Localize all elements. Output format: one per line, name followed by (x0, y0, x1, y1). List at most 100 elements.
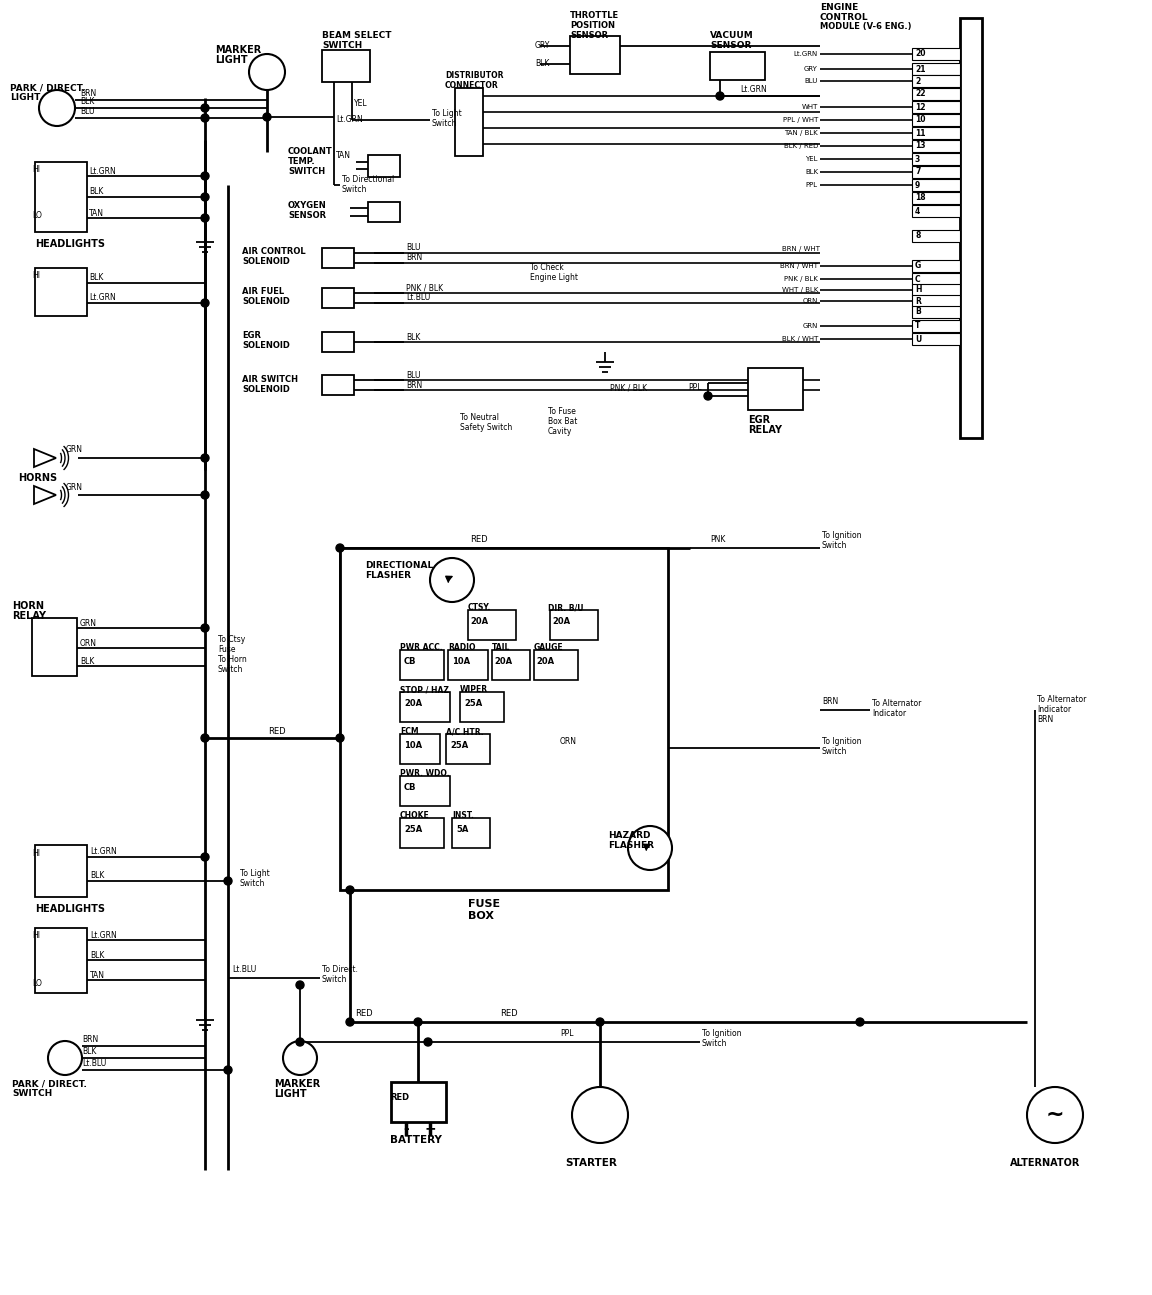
Text: Switch: Switch (823, 747, 848, 756)
Text: BLU: BLU (79, 107, 94, 117)
Bar (400, 650, 444, 680)
Text: Indicator: Indicator (1037, 706, 1071, 715)
Text: Switch: Switch (342, 185, 367, 194)
Bar (323, 332, 354, 352)
Text: BLK: BLK (89, 273, 104, 282)
Bar (35, 846, 88, 897)
Text: RED: RED (470, 536, 487, 544)
Bar (912, 205, 960, 218)
Text: 25A: 25A (464, 699, 483, 708)
Bar (570, 36, 620, 74)
Text: RELAY: RELAY (748, 425, 782, 435)
Text: PNK: PNK (710, 536, 726, 544)
Circle shape (717, 92, 723, 100)
Circle shape (424, 1039, 432, 1046)
Text: RADIO: RADIO (448, 644, 476, 653)
Text: TAN: TAN (90, 970, 105, 979)
Text: BRN: BRN (406, 381, 423, 390)
Bar (912, 192, 960, 205)
Bar (748, 368, 803, 411)
Text: SWITCH: SWITCH (12, 1089, 52, 1098)
Text: DIR. B/U: DIR. B/U (548, 603, 584, 613)
Text: LO: LO (32, 979, 41, 988)
Text: Lt.GRN: Lt.GRN (336, 115, 363, 124)
Text: HORN: HORN (12, 601, 44, 611)
Text: GRN: GRN (66, 483, 83, 492)
Bar (912, 295, 960, 307)
Text: BOX: BOX (468, 910, 494, 921)
Text: EGR: EGR (242, 332, 262, 341)
Bar (448, 650, 488, 680)
Bar (912, 306, 960, 319)
Text: 20A: 20A (536, 658, 554, 667)
Text: GRN: GRN (803, 322, 818, 329)
Text: CB: CB (404, 658, 417, 667)
Text: Lt.GRN: Lt.GRN (740, 85, 767, 95)
Text: COOLANT: COOLANT (288, 146, 333, 155)
Circle shape (1026, 1087, 1083, 1143)
Text: TEMP.: TEMP. (288, 157, 316, 166)
Text: MARKER: MARKER (274, 1079, 320, 1089)
Circle shape (704, 392, 712, 400)
Text: CTSY.: CTSY. (468, 603, 492, 613)
Text: BRN / WHT: BRN / WHT (780, 263, 818, 269)
Circle shape (414, 1018, 422, 1026)
Circle shape (296, 1039, 304, 1046)
Text: BLK: BLK (79, 657, 94, 666)
Text: Lt.BLU: Lt.BLU (82, 1059, 106, 1068)
Text: TAN: TAN (336, 150, 351, 159)
Text: Lt.BLU: Lt.BLU (406, 294, 430, 303)
Text: HEADLIGHTS: HEADLIGHTS (35, 240, 105, 249)
Text: To Ignition: To Ignition (702, 1030, 742, 1039)
Bar (367, 155, 400, 177)
Bar (912, 63, 960, 75)
Text: HI: HI (32, 848, 40, 857)
Bar (912, 284, 960, 297)
Text: HI: HI (32, 166, 40, 175)
Text: Lt.GRN: Lt.GRN (89, 294, 115, 303)
Text: -: - (403, 1121, 409, 1136)
Text: ORN: ORN (803, 298, 818, 304)
Text: To Light: To Light (240, 869, 270, 878)
Text: 9: 9 (915, 180, 920, 189)
Text: Lt.GRN: Lt.GRN (90, 931, 116, 939)
Text: Engine Light: Engine Light (530, 273, 578, 282)
Text: SENSOR: SENSOR (570, 31, 608, 40)
Text: 20A: 20A (552, 618, 570, 627)
Text: CONTROL: CONTROL (820, 13, 869, 22)
Bar (400, 818, 444, 848)
Bar (960, 18, 982, 438)
Text: 12: 12 (915, 102, 925, 111)
Text: PPL: PPL (688, 383, 702, 392)
Bar (710, 52, 765, 80)
Text: MODULE (V-6 ENG.): MODULE (V-6 ENG.) (820, 22, 911, 31)
Text: VACUUM: VACUUM (710, 31, 753, 40)
Bar (912, 101, 960, 113)
Text: 10A: 10A (452, 658, 470, 667)
Text: C: C (915, 275, 920, 284)
Text: EGR: EGR (748, 414, 771, 425)
Text: RELAY: RELAY (12, 611, 46, 622)
Text: R: R (915, 297, 920, 306)
Bar (400, 776, 450, 805)
Bar (912, 320, 960, 332)
Text: GRY: GRY (804, 66, 818, 73)
Circle shape (200, 114, 209, 122)
Text: 20A: 20A (470, 618, 488, 627)
Text: MARKER: MARKER (215, 45, 262, 54)
Text: HI: HI (32, 931, 40, 940)
Text: 25A: 25A (404, 825, 423, 834)
Text: CHOKE: CHOKE (400, 812, 430, 821)
Text: Switch: Switch (702, 1040, 727, 1049)
Circle shape (200, 455, 209, 462)
Text: SOLENOID: SOLENOID (242, 298, 290, 307)
Text: PPL: PPL (806, 183, 818, 188)
Text: RED: RED (500, 1010, 517, 1018)
Circle shape (336, 734, 344, 742)
Bar (912, 273, 960, 285)
Text: OXYGEN: OXYGEN (288, 202, 327, 211)
Text: To Ignition: To Ignition (823, 737, 862, 746)
Text: LIGHT: LIGHT (215, 54, 248, 65)
Text: BRN: BRN (823, 698, 839, 707)
Text: BRN / WHT: BRN / WHT (782, 246, 820, 253)
